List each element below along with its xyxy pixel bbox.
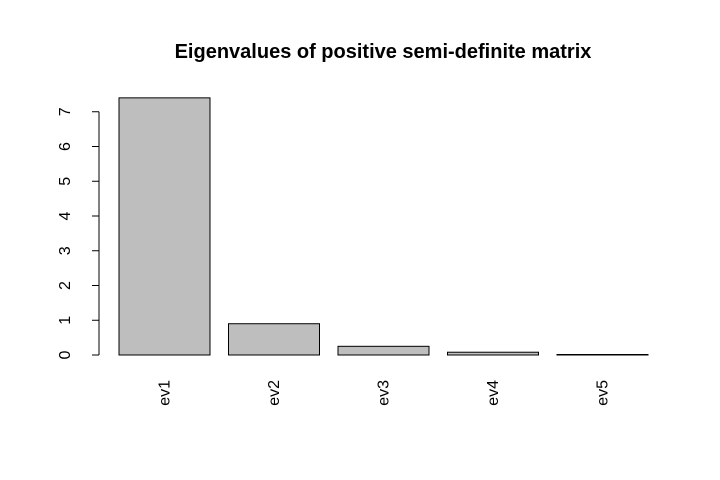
y-tick-label: 1 — [57, 316, 74, 325]
x-tick-label-ev5: ev5 — [595, 380, 612, 406]
y-tick-label: 3 — [57, 246, 74, 255]
bars-group — [118, 97, 649, 356]
bar-ev4 — [447, 351, 539, 356]
y-axis: 0 1 2 3 4 5 6 7 — [57, 107, 100, 359]
y-tick-label: 2 — [57, 281, 74, 290]
y-tick-label: 6 — [57, 142, 74, 151]
bar-ev5 — [556, 354, 649, 356]
x-tick-label-ev1: ev1 — [157, 380, 174, 406]
bar-ev2 — [228, 323, 320, 356]
x-tick-label-ev2: ev2 — [266, 380, 283, 406]
bar-ev1 — [118, 97, 211, 356]
x-tick-label-ev3: ev3 — [376, 380, 393, 406]
y-tick-label: 4 — [57, 211, 74, 220]
bar-ev3 — [337, 345, 430, 356]
y-tick-label: 7 — [57, 107, 74, 116]
y-tick-label: 5 — [57, 177, 74, 186]
chart-title: Eigenvalues of positive semi-definite ma… — [175, 41, 592, 63]
x-axis-labels: ev1 ev2 ev3 ev4 ev5 — [157, 380, 612, 406]
y-tick-label: 0 — [57, 350, 74, 359]
x-tick-label-ev4: ev4 — [485, 380, 502, 406]
